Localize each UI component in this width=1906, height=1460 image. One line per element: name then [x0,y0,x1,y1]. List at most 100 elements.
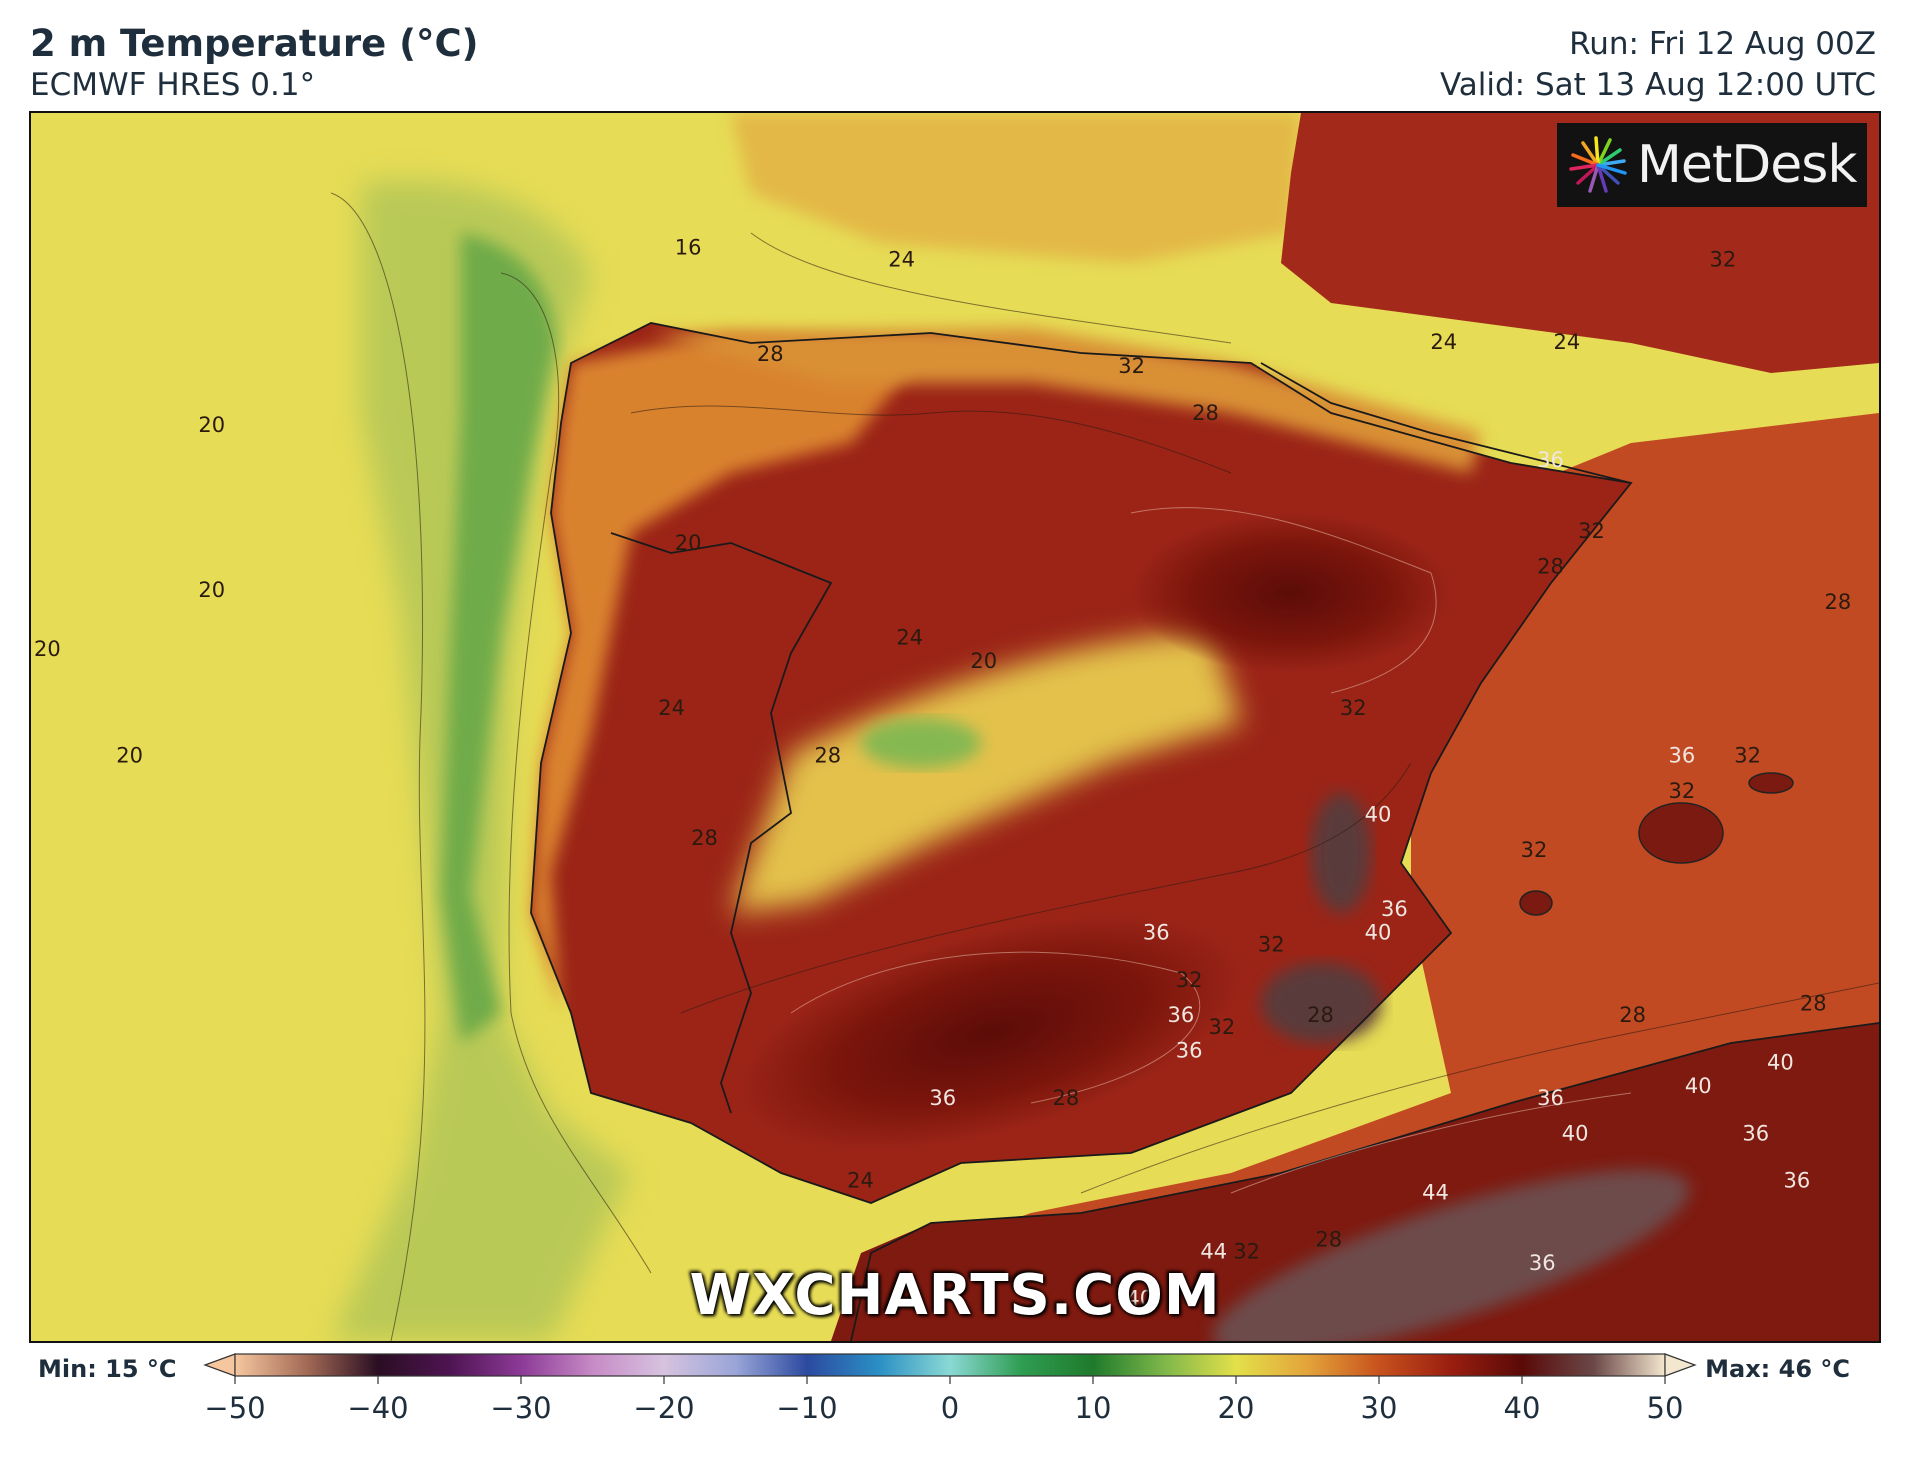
mallorca [1638,802,1724,864]
isotherm-label: 32 [1521,838,1548,862]
coastal-upwelling [441,233,556,1043]
france-spain-border [1260,362,1632,484]
ebro-hot-core [1131,513,1451,673]
africa-coastline [850,1022,1879,1341]
isotherm-label: 32 [1176,968,1203,992]
isotherm-label: 36 [1143,921,1170,945]
isotherm-label: 28 [1192,401,1219,425]
isotherm-label: 28 [1800,991,1827,1015]
isotherm-label: 32 [1340,696,1367,720]
colorbar-tick-label: 40 [1504,1391,1541,1425]
isotherm-label: 36 [1381,897,1408,921]
north-africa-land [831,1023,1879,1341]
africa-hot-core [1212,1169,1690,1341]
colorbar-max-arrow [1664,1353,1697,1377]
isotherm-label: 28 [1307,1003,1334,1027]
colorbar-max-label: Max: 46 °C [1705,1355,1850,1383]
isotherm-label: 28 [1537,555,1564,579]
isotherm-label: 20 [970,649,997,673]
run-time: Run: Fri 12 Aug 00Z [1569,26,1876,62]
isotherm-label: 28 [1053,1086,1080,1110]
isotherm-label: 28 [1825,590,1852,614]
ibiza [1519,890,1553,916]
colorbar-min-arrow [203,1353,236,1377]
isotherm-label: 36 [1742,1121,1769,1145]
isotherm-label: 24 [658,696,685,720]
isotherm-label: 36 [1537,448,1564,472]
isotherm-label: 32 [1209,1015,1236,1039]
isotherm-label: 32 [1118,354,1145,378]
colorbar-tick-label: 10 [1075,1391,1112,1425]
isotherm-label: 24 [896,625,923,649]
colorbar-tick-label: −30 [490,1391,551,1425]
temperature-colorbar: −50 −40 −30 −20 −10 0 10 20 30 40 50 [203,1353,1697,1425]
metdesk-logo: MetDesk [1557,123,1867,207]
isotherm-label: 40 [1562,1121,1589,1145]
isotherm-label: 32 [1669,779,1696,803]
isotherm-label: 20 [198,413,225,437]
central-cool-spot [861,718,981,768]
model-subtitle: ECMWF HRES 0.1° [30,67,316,103]
isotherm-label: 36 [1784,1169,1811,1193]
guadalquivir-hot-core [738,915,1244,1151]
isotherm-label: 40 [1126,1287,1153,1311]
isotherm-label: 36 [1168,1003,1195,1027]
isotherm-label: 24 [1554,330,1581,354]
colorbar-min-label: Min: 15 °C [38,1355,177,1383]
iberia-northwest-warm [531,333,931,1013]
valid-time: Valid: Sat 13 Aug 12:00 UTC [1439,67,1876,103]
isotherm-label: 32 [1258,932,1285,956]
colorbar-tick-label: 20 [1218,1391,1255,1425]
isotherm-label: 44 [1200,1239,1227,1263]
colorbar-tick-label: −20 [633,1391,694,1425]
temperature-map[interactable]: 16 24 28 20 32 28 24 24 32 36 32 28 28 20 20 24 20 24 28 20… [29,111,1881,1343]
isotherm-label: 28 [1315,1228,1342,1252]
north-ocean-orange [731,113,1301,263]
isotherm-label: 20 [34,637,61,661]
isotherm-label: 24 [1430,330,1457,354]
isotherm-label: 40 [1685,1074,1712,1098]
iberia-coastline [530,322,1633,1204]
portugal-spain-border [610,532,833,1114]
valencia-hot-core [1311,793,1371,913]
logo-text: MetDesk [1637,135,1857,195]
isotherm-label: 32 [1233,1239,1260,1263]
isotherm-label: 40 [1365,803,1392,827]
murcia-hot-core [1261,963,1381,1043]
isotherm-label: 24 [888,248,915,272]
isotherm-label: 32 [1710,248,1737,272]
isotherm-contours-light [790,507,1632,1194]
cantabrian-strip [651,328,1481,473]
colorbar-tick-label: 50 [1647,1391,1684,1425]
isotherm-label: 28 [757,342,784,366]
isotherm-label: 36 [1537,1086,1564,1110]
isotherm-label: 20 [116,743,143,767]
isotherm-label: 28 [1619,1003,1646,1027]
metdesk-burst-icon [1569,136,1627,193]
isotherm-label: 36 [1529,1251,1556,1275]
isotherm-label: 20 [198,578,225,602]
menorca [1748,772,1794,794]
isotherm-label: 36 [1669,743,1696,767]
isotherm-label: 36 [1176,1039,1203,1063]
isotherm-label: 32 [1734,743,1761,767]
isotherm-label: 32 [1578,519,1605,543]
colorbar-gradient [234,1353,1666,1377]
isotherm-label: 36 [929,1086,956,1110]
isotherm-label: 44 [1422,1180,1449,1204]
isotherm-label: 24 [847,1169,874,1193]
colorbar-tick-label: −50 [204,1391,265,1425]
colorbar-tick-label: 30 [1361,1391,1398,1425]
colorbar-tick-label: 0 [941,1391,959,1425]
isotherm-label: 40 [1767,1050,1794,1074]
isotherm-label: 28 [814,743,841,767]
isotherm-label: 20 [675,531,702,555]
colorbar-tick-label: −40 [347,1391,408,1425]
isotherm-label: 40 [1365,921,1392,945]
colorbar-tick-label: −10 [776,1391,837,1425]
isotherm-label: 16 [675,236,702,260]
isotherm-contours [330,192,1879,1341]
isotherm-label: 28 [691,826,718,850]
